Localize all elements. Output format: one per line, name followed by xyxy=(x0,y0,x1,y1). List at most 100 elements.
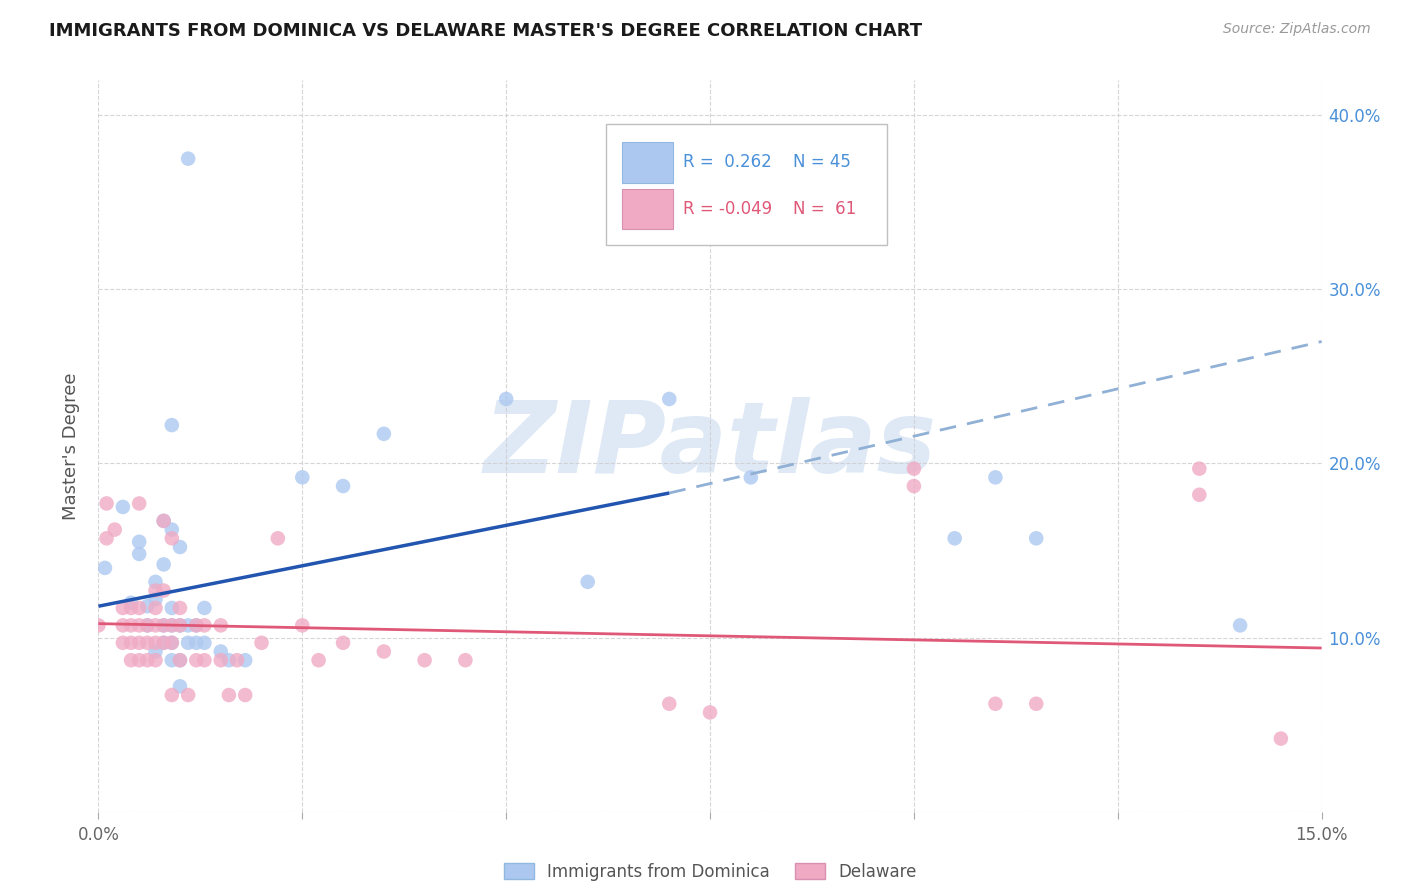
Point xyxy=(209,618,232,632)
Point xyxy=(152,618,174,632)
Point xyxy=(111,500,134,514)
Point xyxy=(128,534,150,549)
Point xyxy=(120,653,142,667)
Point xyxy=(291,618,314,632)
Point xyxy=(1270,731,1292,746)
Point xyxy=(128,636,150,650)
Point xyxy=(128,547,150,561)
Point xyxy=(177,618,200,632)
Point xyxy=(160,618,183,632)
Text: IMMIGRANTS FROM DOMINICA VS DELAWARE MASTER'S DEGREE CORRELATION CHART: IMMIGRANTS FROM DOMINICA VS DELAWARE MAS… xyxy=(49,22,922,40)
Point xyxy=(495,392,517,406)
Point xyxy=(160,531,183,545)
Point xyxy=(332,479,354,493)
Point xyxy=(111,618,134,632)
Point xyxy=(111,601,134,615)
Point xyxy=(152,514,174,528)
Point xyxy=(740,470,762,484)
Point xyxy=(120,596,142,610)
Text: N =  61: N = 61 xyxy=(793,200,856,218)
Point xyxy=(308,653,330,667)
Point xyxy=(193,618,215,632)
Text: R = -0.049: R = -0.049 xyxy=(683,200,772,218)
Point xyxy=(145,601,167,615)
Point xyxy=(984,697,1007,711)
Point xyxy=(160,636,183,650)
Point xyxy=(160,636,183,650)
Point xyxy=(186,618,208,632)
Point xyxy=(209,653,232,667)
Point xyxy=(152,618,174,632)
Point xyxy=(145,618,167,632)
Point xyxy=(576,574,599,589)
Text: Source: ZipAtlas.com: Source: ZipAtlas.com xyxy=(1223,22,1371,37)
Legend: Immigrants from Dominica, Delaware: Immigrants from Dominica, Delaware xyxy=(496,856,924,888)
Point xyxy=(96,531,118,545)
Text: ZIPatlas: ZIPatlas xyxy=(484,398,936,494)
Point xyxy=(658,392,681,406)
Point xyxy=(96,496,118,510)
Point xyxy=(111,636,134,650)
Point xyxy=(226,653,249,667)
Point xyxy=(186,618,208,632)
Point xyxy=(169,540,191,554)
Point xyxy=(152,583,174,598)
Point xyxy=(169,618,191,632)
Text: N = 45: N = 45 xyxy=(793,153,851,171)
Point xyxy=(186,653,208,667)
Point xyxy=(169,653,191,667)
Point xyxy=(128,653,150,667)
Point xyxy=(120,601,142,615)
Point xyxy=(233,653,256,667)
Point xyxy=(1188,488,1211,502)
Point xyxy=(145,644,167,658)
Point xyxy=(218,653,240,667)
Point xyxy=(128,496,150,510)
Point xyxy=(193,601,215,615)
Point xyxy=(160,523,183,537)
Y-axis label: Master's Degree: Master's Degree xyxy=(62,372,80,520)
Point xyxy=(136,599,159,614)
Point xyxy=(136,618,159,632)
Point xyxy=(233,688,256,702)
Point xyxy=(120,618,142,632)
Point xyxy=(169,679,191,693)
Point xyxy=(658,697,681,711)
Point xyxy=(413,653,436,667)
FancyBboxPatch shape xyxy=(621,188,673,229)
Point xyxy=(193,636,215,650)
Point xyxy=(120,636,142,650)
Point xyxy=(145,574,167,589)
Point xyxy=(699,706,721,720)
Point xyxy=(94,561,117,575)
Point xyxy=(291,470,314,484)
FancyBboxPatch shape xyxy=(606,124,887,245)
Point xyxy=(128,601,150,615)
Point xyxy=(169,618,191,632)
Text: R =  0.262: R = 0.262 xyxy=(683,153,772,171)
Point xyxy=(250,636,273,650)
Point xyxy=(177,636,200,650)
Point xyxy=(160,618,183,632)
Point xyxy=(152,558,174,572)
Point xyxy=(177,688,200,702)
Point xyxy=(903,461,925,475)
Point xyxy=(145,653,167,667)
Point xyxy=(984,470,1007,484)
Point xyxy=(152,636,174,650)
Point xyxy=(136,653,159,667)
FancyBboxPatch shape xyxy=(621,142,673,183)
Point xyxy=(1025,531,1047,545)
Point xyxy=(128,618,150,632)
Point xyxy=(152,514,174,528)
Point xyxy=(267,531,290,545)
Point xyxy=(1229,618,1251,632)
Point xyxy=(160,601,183,615)
Point xyxy=(169,653,191,667)
Point xyxy=(145,592,167,607)
Point xyxy=(136,636,159,650)
Point xyxy=(1188,461,1211,475)
Point xyxy=(145,636,167,650)
Point xyxy=(193,653,215,667)
Point xyxy=(169,601,191,615)
